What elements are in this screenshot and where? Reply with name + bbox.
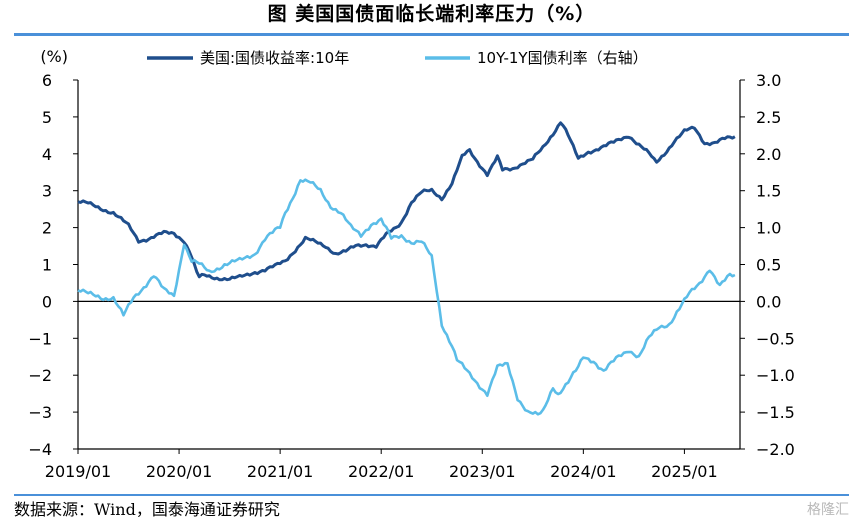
left-tick-label: 6 [42,71,52,90]
left-tick-label: 0 [42,292,52,311]
left-tick-label: 5 [42,108,52,127]
right-tick-label: 2.5 [756,108,781,127]
legend-label-2: 10Y-1Y国债利率（右轴） [477,49,648,67]
left-tick-label: −1 [28,329,52,348]
right-tick-label: −0.5 [756,329,795,348]
x-tick-label: 2020/01 [146,462,212,481]
series-line-2 [77,178,736,416]
title-rule [14,33,849,36]
bottom-rule [14,494,849,496]
left-tick-label: −4 [28,440,52,459]
left-tick-label: 1 [42,256,52,275]
right-tick-label: 2.0 [756,145,781,164]
chart-title: 图 美国国债面临长端利率压力（%） [267,3,596,25]
right-tick-label: 1.5 [756,182,781,201]
left-tick-label: 4 [42,145,52,164]
right-tick-label: 3.0 [756,71,781,90]
x-tick-label: 2025/01 [651,462,717,481]
x-tick-label: 2019/01 [45,462,111,481]
legend-label-1: 美国:国债收益率:10年 [200,49,349,67]
right-tick-label: 0.0 [756,292,781,311]
left-tick-label: −2 [28,366,52,385]
left-axis-unit: (%) [40,47,68,66]
x-tick-label: 2024/01 [550,462,616,481]
x-tick-label: 2021/01 [247,462,313,481]
series-line-1 [77,121,736,282]
right-tick-label: 1.0 [756,219,781,238]
watermark: 格隆汇 [807,502,849,518]
right-tick-label: −1.0 [756,366,795,385]
right-tick-label: −2.0 [756,440,795,459]
left-tick-label: 3 [42,182,52,201]
x-tick-label: 2022/01 [348,462,414,481]
right-tick-label: 0.5 [756,256,781,275]
data-source-note: 数据来源：Wind，国泰海通证券研究 [14,500,280,519]
left-tick-label: 2 [42,219,52,238]
right-tick-label: −1.5 [756,403,795,422]
x-tick-label: 2023/01 [449,462,515,481]
left-tick-label: −3 [28,403,52,422]
